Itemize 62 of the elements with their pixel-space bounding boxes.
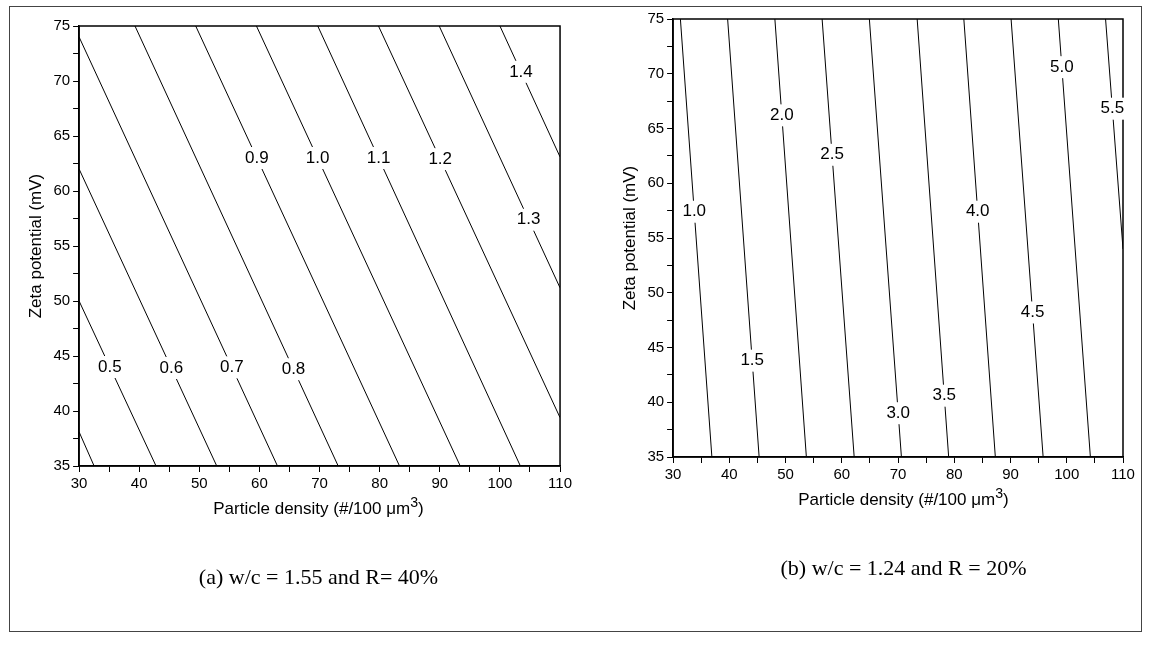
x-tick-label: 70 [311,474,328,492]
series-label: 1.1 [366,147,391,167]
x-tick-label: 50 [777,465,794,483]
x-tick-label: 30 [70,474,88,492]
series-label: 0.6 [159,357,184,377]
x-tick-label: 80 [945,465,963,483]
y-tick-label: 60 [647,173,665,191]
y-tick-label: 55 [53,236,71,254]
series-label: 1.4 [509,61,533,81]
x-tick-label: 100 [1054,465,1080,483]
y-tick-label: 75 [647,9,665,27]
x-tick-label: 50 [190,474,208,492]
series-label: 4.0 [965,201,990,221]
series-label: 0.5 [98,356,122,376]
x-tick-label: 100 [487,474,513,492]
series-label: 0.8 [281,358,306,378]
x-tick-label: 40 [720,465,738,483]
y-tick-label: 45 [647,337,665,355]
y-tick-label: 35 [53,456,71,474]
x-tick-label: 90 [1002,465,1019,483]
series-label: 0.9 [245,147,269,167]
y-tick-label: 45 [53,346,71,364]
y-tick-label: 55 [647,228,665,246]
x-tick-label: 90 [431,474,449,492]
series-label: 2.5 [820,144,844,164]
series-label: 1.2 [428,148,453,168]
series-label: 5.0 [1050,56,1074,76]
y-tick-label: 50 [647,282,665,300]
y-tick-label: 75 [53,16,71,34]
series-label: 2.0 [769,105,794,125]
series-label: 1.0 [682,201,707,221]
series-label: 0.7 [220,357,244,377]
y-axis-title: Zeta potential (mV) [619,165,639,311]
series-label: 1.3 [516,209,541,229]
x-axis-title: Particle density (#/100 μm$^{3}$) [212,494,425,519]
y-tick-label: 40 [53,401,71,419]
x-tick-label: 60 [833,465,851,483]
x-tick-label: 110 [548,474,572,492]
x-tick-label: 110 [1111,465,1135,483]
text: (b) w/c = 1.24 and R = 20% [779,555,1028,581]
series-label: 1.0 [305,147,330,167]
series-label: 3.0 [886,402,911,422]
series-label: 3.5 [932,385,957,405]
x-tick-label: 30 [664,465,682,483]
x-tick-label: 80 [371,474,389,492]
y-tick-label: 35 [647,447,665,465]
series-label: 4.5 [1020,302,1045,322]
y-tick-label: 70 [647,63,665,81]
x-tick-label: 40 [130,474,148,492]
y-tick-label: 65 [53,126,71,144]
y-tick-label: 40 [647,392,665,410]
series-label: 1.5 [740,350,765,370]
y-tick-label: 65 [647,118,665,136]
y-tick-label: 60 [53,181,71,199]
series-label: 5.5 [1100,98,1125,118]
text: (a) w/c = 1.55 and R= 40% [197,564,440,590]
y-tick-label: 70 [53,71,71,89]
y-tick-label: 50 [53,291,71,309]
x-tick-label: 60 [251,474,268,492]
x-tick-label: 70 [889,465,907,483]
x-axis-title: Particle density (#/100 μm$^{3}$) [797,485,1010,510]
y-axis-title: Zeta potential (mV) [25,173,45,319]
